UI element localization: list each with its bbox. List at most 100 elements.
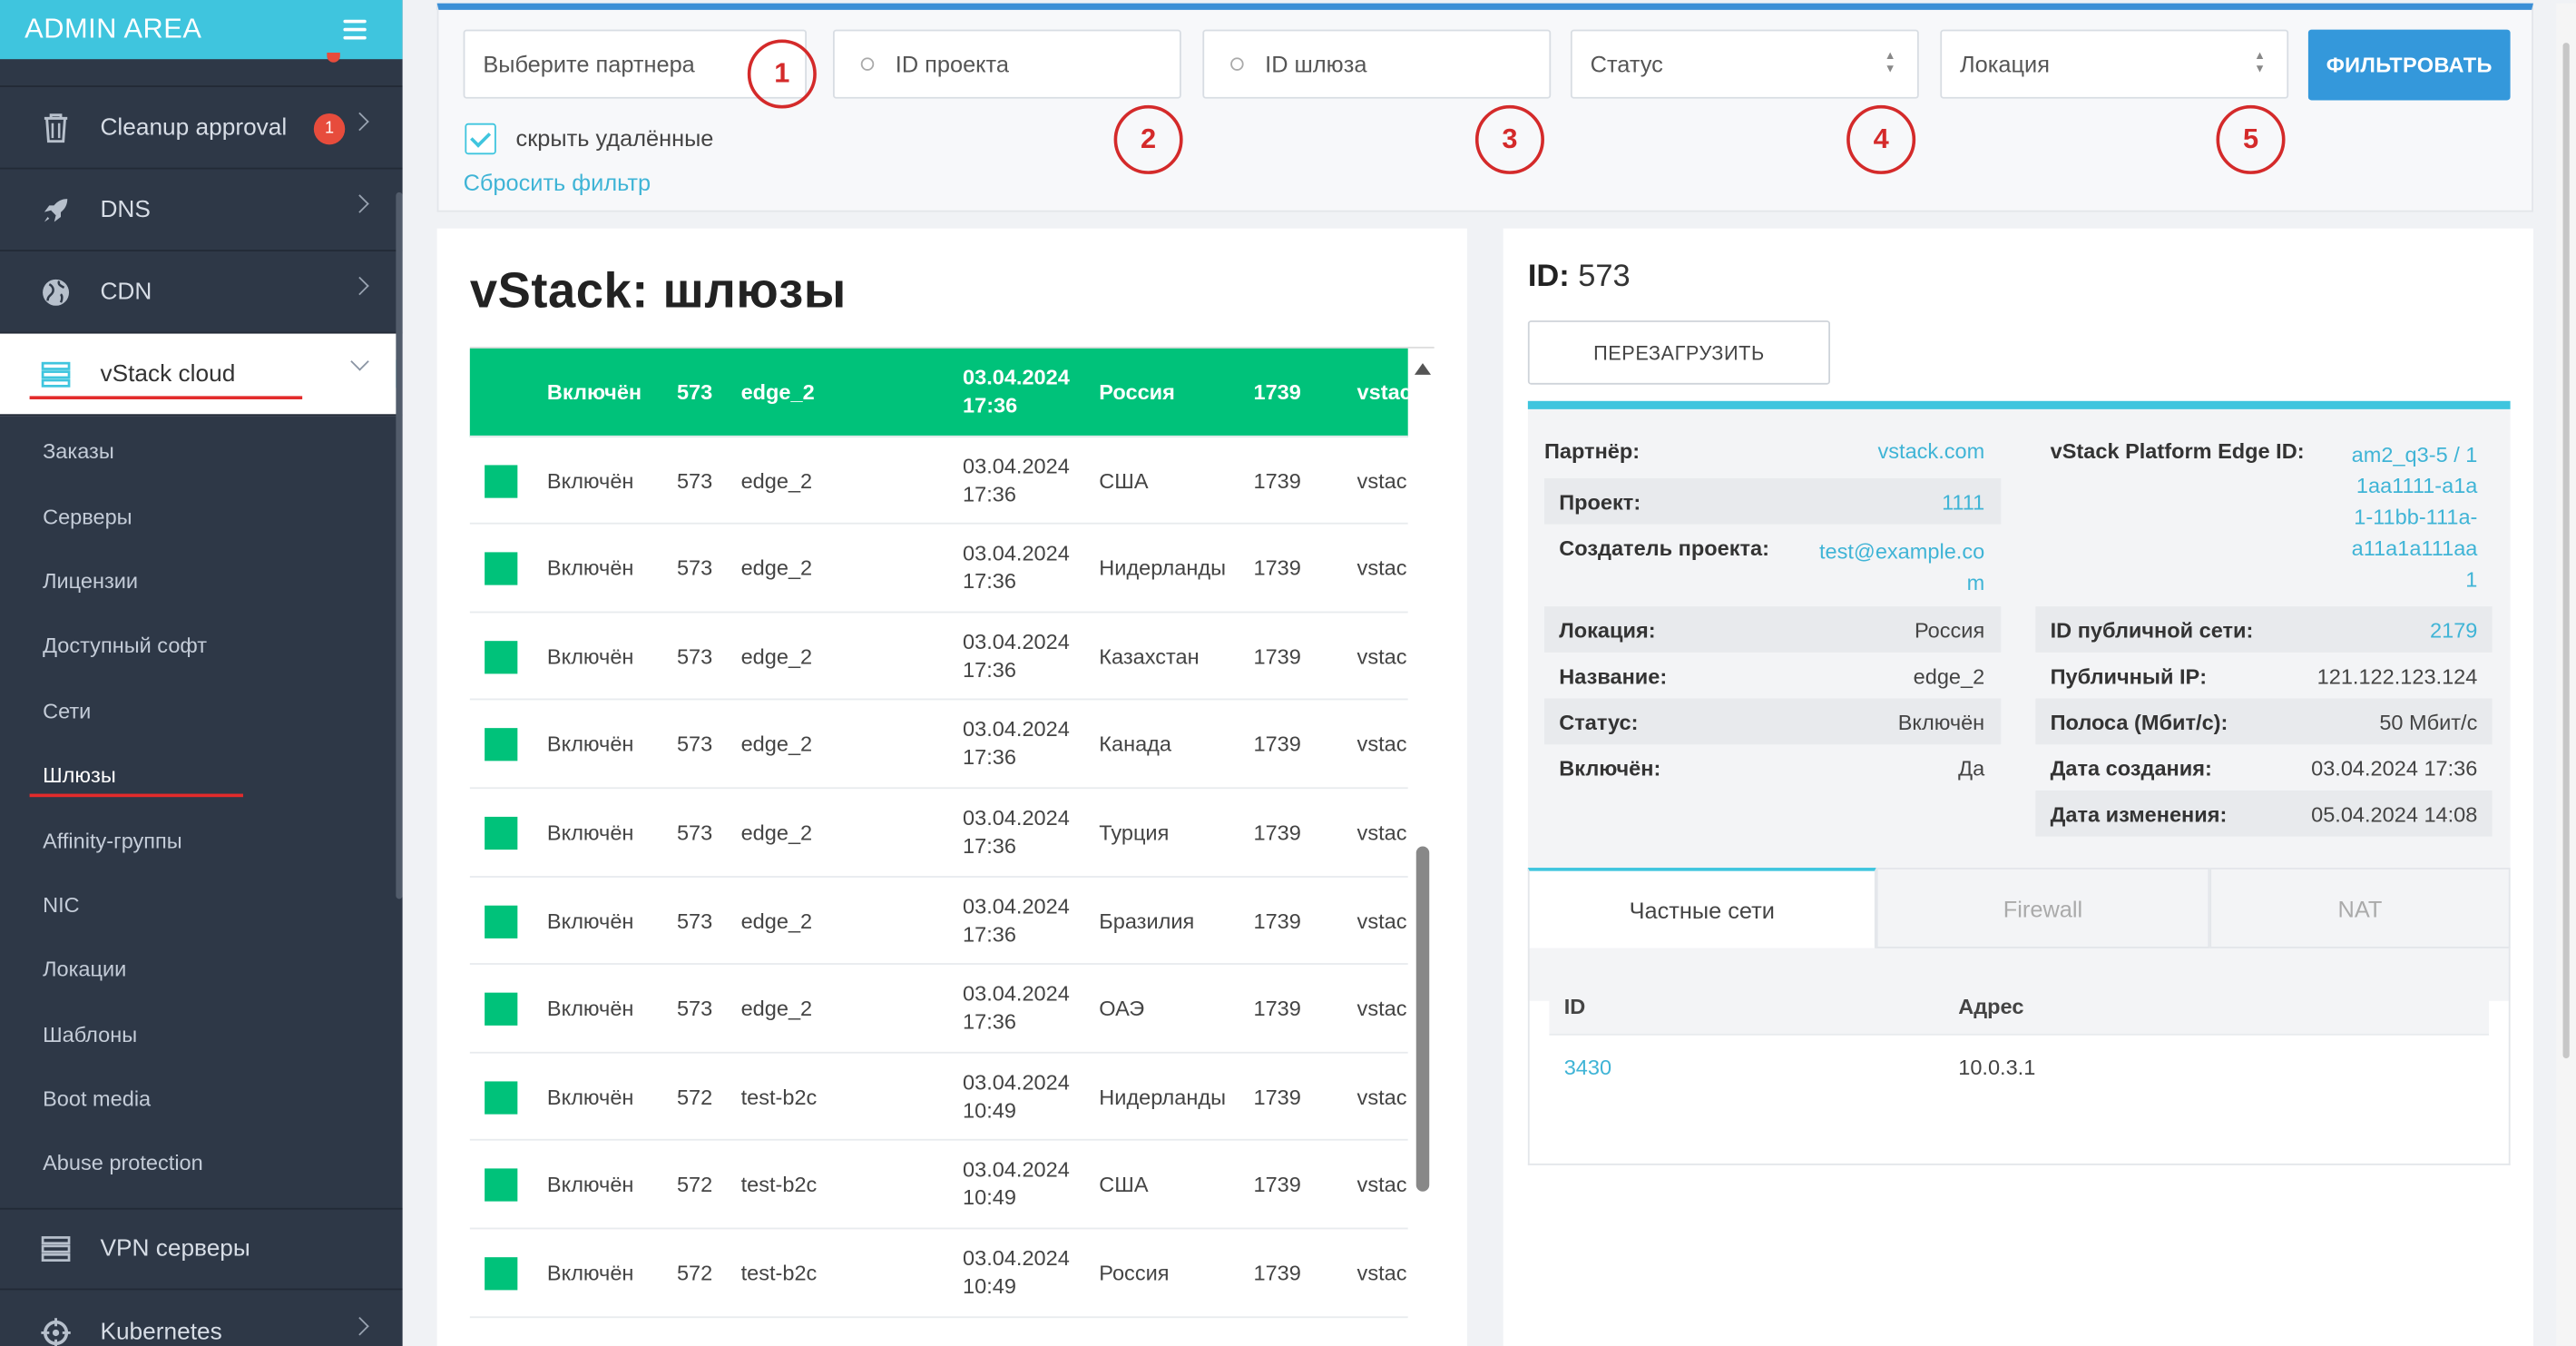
network-id-link[interactable]: 3430 (1563, 1055, 1612, 1080)
sidebar-item-cleanup-approval[interactable]: Cleanup approval 1 (0, 86, 403, 170)
submenu-item-abuse-protection[interactable]: Abuse protection (43, 1151, 203, 1176)
detail-id-value: 573 (1578, 260, 1631, 295)
edge-id-line: 1 (2465, 566, 2478, 592)
table-row[interactable]: Включён 573 edge_2 Россия 1739 vstac 03.04.202… (469, 348, 1408, 437)
date-cell-time: 10:49 (963, 1097, 1016, 1123)
submenu-item-software[interactable]: Доступный софт (43, 633, 208, 658)
radio-icon (860, 57, 875, 71)
submenu-item-licenses[interactable]: Лицензии (43, 568, 139, 594)
submenu-item-affinity-groups[interactable]: Affinity-группы (43, 827, 182, 852)
table-row[interactable]: Включён 573 edge_2 Казахстан 1739 vstac 03.04.… (469, 613, 1408, 702)
scrollbar-thumb[interactable] (1415, 846, 1430, 1192)
filter-button[interactable]: ФИЛЬТРОВАТЬ (2307, 29, 2511, 101)
date-cell-date: 03.04.2024 (963, 1245, 1070, 1271)
country-cell: Бразилия (1099, 908, 1195, 933)
project-id-input[interactable]: ID проекта (832, 29, 1181, 99)
date-cell-date: 03.04.2024 (963, 364, 1070, 390)
sidebar-item-label: vStack cloud (100, 360, 236, 388)
submenu-item-templates[interactable]: Шаблоны (43, 1021, 138, 1046)
submenu-item-networks[interactable]: Сети (43, 698, 92, 723)
country-cell: ОАЭ (1099, 996, 1145, 1021)
date-cell: 03.04.2024 17:36 (963, 539, 1070, 595)
tab-firewall[interactable]: Firewall (1876, 868, 2210, 948)
sidebar-item-vpn-servers[interactable]: VPN серверы (0, 1207, 403, 1291)
country-cell: США (1099, 467, 1149, 493)
sidebar-item-cdn[interactable]: CDN (0, 251, 403, 334)
table-row[interactable]: Включён 573 edge_2 Турция 1739 vstac 03.04.202… (469, 789, 1408, 878)
submenu-item-gateways[interactable]: Шлюзы (0, 742, 403, 807)
submenu-item-locations[interactable]: Локации (43, 957, 127, 982)
kv-project-creator: Создатель проекта: test@example.co m (1544, 535, 2001, 608)
sidebar-item-dns[interactable]: DNS (0, 169, 403, 252)
id-cell: 573 (676, 820, 713, 845)
date-cell: 03.04.2024 17:36 (963, 891, 1070, 948)
scroll-up-icon[interactable] (1414, 363, 1432, 375)
table-row[interactable]: Включён 573 edge_2 Канада 1739 vstac 03.04.202… (469, 701, 1408, 790)
date-cell: 03.04.2024 17:36 (963, 979, 1070, 1036)
sort-arrows-icon: ▲ ▼ (2254, 51, 2266, 76)
kv-bandwidth: Полоса (Мбит/с): 50 Мбит/с (2035, 698, 2493, 745)
creator-email-line: m (1966, 570, 1985, 595)
page-scrollbar[interactable] (2556, 3, 2576, 1346)
status-indicator-icon (485, 728, 518, 762)
status-cell: Включён (546, 555, 634, 581)
hide-deleted-checkbox[interactable] (465, 123, 496, 155)
list-scrollbar[interactable] (1413, 360, 1433, 1330)
table-row[interactable]: Включён 572 test-b2c Россия 1739 vstac 03.04.2… (469, 1229, 1408, 1318)
date-cell-time: 17:36 (963, 921, 1016, 947)
submenu-item-orders[interactable]: Заказы (43, 438, 114, 464)
table-row[interactable]: Включён 572 test-b2c Нидерланды 1739 vstac 03.… (469, 1053, 1408, 1142)
tab-private-networks[interactable]: Частные сети (1527, 868, 1876, 948)
sidebar-item-kubernetes[interactable]: Kubernetes (0, 1292, 403, 1346)
submenu-item-servers[interactable]: Серверы (43, 504, 132, 529)
kv-key: Название: (1559, 663, 1668, 689)
kv-value: 03.04.2024 17:36 (2311, 755, 2478, 781)
table-row[interactable]: Включён 572 test-b2c США 1739 vstac 03.04.2024… (469, 1141, 1408, 1230)
project-link[interactable]: 1111 (1942, 489, 1985, 515)
table-row[interactable]: Включён 573 edge_2 ОАЭ 1739 vstac 03.04.2024 17… (469, 965, 1408, 1054)
id-cell: 573 (676, 379, 713, 405)
sidebar-scrollbar[interactable] (396, 192, 403, 899)
date-cell: 03.04.2024 17:36 (963, 627, 1070, 683)
submenu-item-label: Шлюзы (43, 762, 116, 788)
date-cell-time: 10:49 (963, 1185, 1016, 1211)
platform-cell: vstac (1357, 379, 1408, 405)
gateway-id-input[interactable]: ID шлюза (1202, 29, 1552, 99)
location-select[interactable]: Локация ▲ ▼ (1940, 29, 2289, 99)
project-cell: 1739 (1253, 467, 1301, 493)
date-cell-time: 17:36 (963, 568, 1016, 594)
scrollbar-thumb[interactable] (2562, 43, 2570, 1059)
project-id-placeholder: ID проекта (895, 51, 1009, 78)
partner-link[interactable]: vstack.com (1877, 438, 1985, 464)
date-cell-time: 17:36 (963, 656, 1016, 683)
date-cell: 03.04.2024 10:49 (963, 1156, 1070, 1213)
sidebar-item-partial[interactable] (0, 52, 403, 87)
sidebar-item-label: CDN (100, 278, 152, 305)
date-cell-time: 17:36 (963, 392, 1018, 418)
kv-value: edge_2 (1913, 663, 1985, 689)
reset-filter-link[interactable]: Сбросить фильтр (463, 169, 651, 196)
public-network-link[interactable]: 2179 (2430, 617, 2478, 643)
table-row[interactable]: Включён 573 edge_2 Бразилия 1739 vstac 03.04.2… (469, 877, 1408, 966)
edge-id-link[interactable]: am2_q3-5 / 1 1aa1111-a1a 1-11bb-111a- a1… (2352, 438, 2478, 594)
creator-email-link[interactable]: test@example.co m (1819, 535, 1984, 598)
submenu-item-boot-media[interactable]: Boot media (43, 1086, 152, 1112)
platform-cell: vstac (1357, 732, 1407, 757)
table-row[interactable]: Включён 573 edge_2 Нидерланды 1739 vstac 03.04… (469, 525, 1408, 613)
sidebar-item-vstack-cloud[interactable]: vStack cloud (0, 333, 403, 417)
id-cell: 572 (676, 1172, 713, 1197)
date-cell: 03.04.2024 10:49 (963, 1068, 1070, 1125)
status-cell: Включён (546, 908, 634, 933)
status-select[interactable]: Статус ▲ ▼ (1570, 29, 1919, 99)
tab-nat[interactable]: NAT (2209, 868, 2511, 948)
gateways-list-panel: vStack: шлюзы Включён 573 edge_2 Россия 1739… (436, 228, 1467, 1346)
submenu-item-nic[interactable]: NIC (43, 892, 80, 918)
kv-key: Статус: (1559, 710, 1639, 735)
annotation-underline (29, 794, 243, 798)
table-row[interactable]: Включён 573 edge_2 США 1739 vstac 03.04.2024 17… (469, 437, 1408, 525)
annotation-marker-2: 2 (1113, 104, 1183, 174)
kv-project: Проект: 1111 (1543, 477, 2002, 525)
reboot-button[interactable]: ПЕРЕЗАГРУЗИТЬ (1527, 320, 1831, 385)
menu-toggle-icon[interactable] (343, 19, 367, 40)
